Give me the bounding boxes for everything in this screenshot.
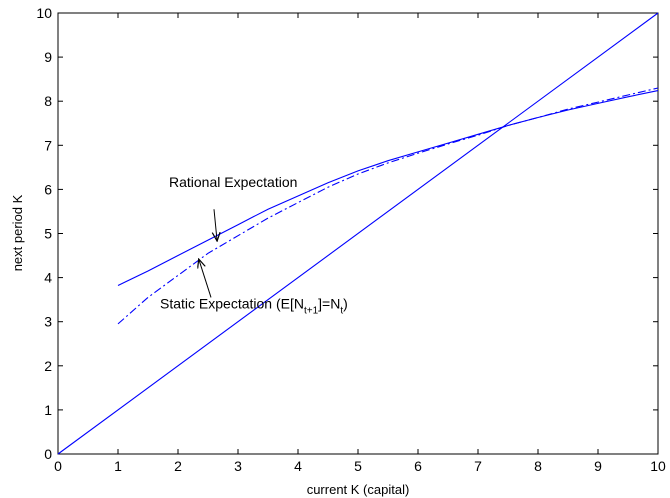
x-tick-label: 7	[474, 458, 482, 474]
x-tick-label: 1	[114, 458, 122, 474]
ticks-group: 0 1 2 3 4 5 6 7 8 9 10 0 1 2 3 4 5 6 7 8 9 10	[36, 5, 666, 474]
x-axis-label: current K (capital)	[307, 482, 410, 497]
y-tick-label: 8	[44, 93, 52, 109]
x-tick-label: 9	[594, 458, 602, 474]
x-tick-label: 0	[54, 458, 62, 474]
series-45-degree-line	[57, 12, 659, 455]
annotation-static-part: Static Expectation (E[N	[160, 295, 304, 311]
x-tick-label: 10	[650, 458, 666, 474]
x-tick-label: 6	[414, 458, 422, 474]
y-tick-label: 1	[44, 402, 52, 418]
annotation-layer: Rational Expectation Static Expectation (…	[160, 174, 348, 316]
y-tick-label: 7	[44, 137, 52, 153]
x-tick-label: 5	[354, 458, 362, 474]
annotation-static-expectation: Static Expectation (E[Nt+1]=Nt)	[160, 295, 348, 316]
y-tick-label: 0	[44, 446, 52, 462]
y-tick-label: 4	[44, 270, 52, 286]
annotation-static-part: ]=N	[318, 295, 340, 311]
series-rational-expectation	[117, 90, 659, 286]
x-tick-label: 8	[534, 458, 542, 474]
y-tick-label: 3	[44, 314, 52, 330]
arrow-rational-expectation	[214, 209, 217, 240]
y-tick-label: 10	[36, 5, 52, 21]
x-tick-label: 3	[234, 458, 242, 474]
x-tick-label: 4	[294, 458, 302, 474]
y-tick-label: 5	[44, 226, 52, 242]
annotation-static-part: )	[343, 295, 348, 311]
y-tick-label: 6	[44, 181, 52, 197]
arrow-static-expectation	[199, 260, 212, 298]
annotation-rational-expectation: Rational Expectation	[169, 174, 297, 190]
series-static-expectation	[117, 87, 659, 325]
y-tick-label: 2	[44, 358, 52, 374]
annotation-static-part: t	[340, 305, 343, 316]
y-axis-label: next period K	[10, 194, 25, 271]
series-layer	[57, 12, 659, 455]
y-tick-label: 9	[44, 49, 52, 65]
annotation-static-part: t+1	[304, 305, 319, 316]
x-tick-label: 2	[174, 458, 182, 474]
